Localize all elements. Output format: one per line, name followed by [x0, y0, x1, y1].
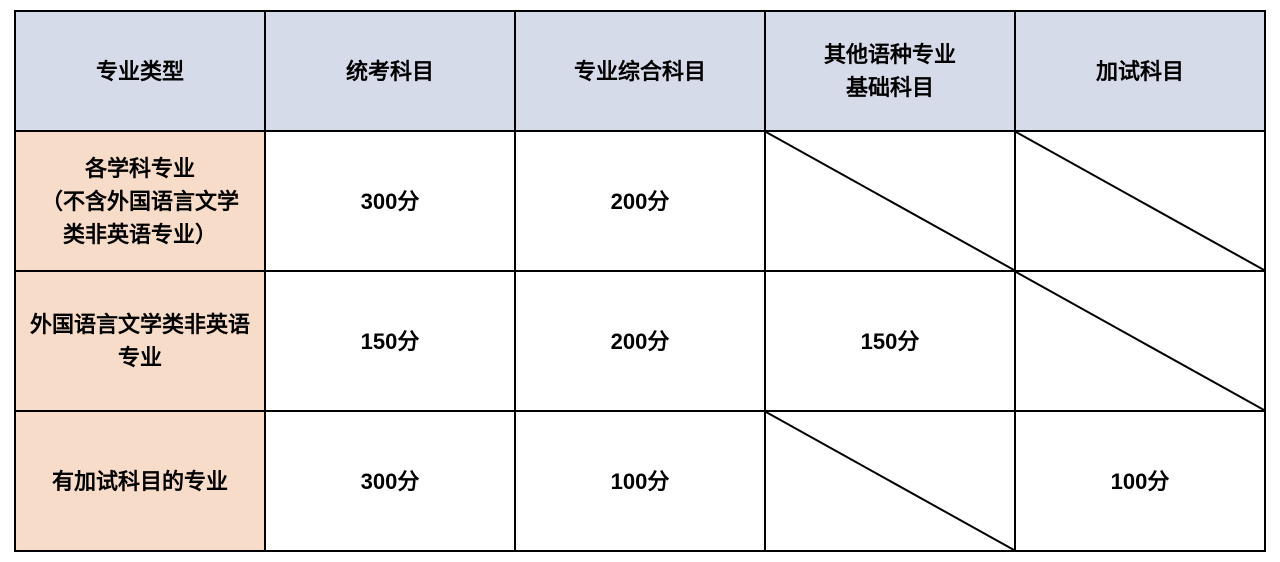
cell-text: 150分: [861, 329, 920, 354]
cell-empty-diagonal: [1015, 131, 1265, 271]
table-row: 外国语言文学类非英语专业 150分 200分 150分: [15, 271, 1265, 411]
diagonal-line-icon: [766, 132, 1014, 270]
col-header-comprehensive: 专业综合科目: [515, 11, 765, 131]
row-label-additional-exam-majors: 有加试科目的专业: [15, 411, 265, 551]
row-label-foreign-language-majors: 外国语言文学类非英语专业: [15, 271, 265, 411]
cell-value: 200分: [515, 131, 765, 271]
cell-text: 200分: [611, 189, 670, 214]
table-header-row: 专业类型 统考科目 专业综合科目 其他语种专业基础科目 加试科目: [15, 11, 1265, 131]
col-header-major-type: 专业类型: [15, 11, 265, 131]
row-label-general-majors: 各学科专业（不含外国语言文学类非英语专业）: [15, 131, 265, 271]
cell-empty-diagonal: [765, 411, 1015, 551]
col-header-additional: 加试科目: [1015, 11, 1265, 131]
table-row: 有加试科目的专业 300分 100分 100分: [15, 411, 1265, 551]
cell-value: 200分: [515, 271, 765, 411]
col-header-label: 加试科目: [1096, 59, 1184, 84]
col-header-unified-exam: 统考科目: [265, 11, 515, 131]
cell-text: 200分: [611, 329, 670, 354]
col-header-other-language: 其他语种专业基础科目: [765, 11, 1015, 131]
cell-empty-diagonal: [765, 131, 1015, 271]
cell-value: 300分: [265, 411, 515, 551]
cell-text: 300分: [361, 189, 420, 214]
cell-value: 100分: [1015, 411, 1265, 551]
cell-value: 150分: [265, 271, 515, 411]
cell-empty-diagonal: [1015, 271, 1265, 411]
diagonal-line-icon: [766, 412, 1014, 550]
col-header-label: 专业类型: [96, 59, 184, 84]
score-table: 专业类型 统考科目 专业综合科目 其他语种专业基础科目 加试科目 各学科专业（不…: [14, 10, 1266, 552]
cell-text: 100分: [1111, 469, 1170, 494]
cell-text: 100分: [611, 469, 670, 494]
row-label-text: 外国语言文学类非英语专业: [22, 308, 258, 374]
row-label-text: 各学科专业（不含外国语言文学类非英语专业）: [22, 152, 258, 251]
diagonal-line-icon: [1016, 132, 1264, 270]
row-label-text: 有加试科目的专业: [52, 469, 228, 494]
col-header-label: 其他语种专业基础科目: [772, 38, 1008, 104]
table-row: 各学科专业（不含外国语言文学类非英语专业） 300分 200分: [15, 131, 1265, 271]
col-header-label: 专业综合科目: [574, 59, 706, 84]
cell-text: 150分: [361, 329, 420, 354]
col-header-label: 统考科目: [346, 59, 434, 84]
diagonal-line-icon: [1016, 272, 1264, 410]
cell-value: 300分: [265, 131, 515, 271]
cell-value: 100分: [515, 411, 765, 551]
cell-text: 300分: [361, 469, 420, 494]
cell-value: 150分: [765, 271, 1015, 411]
